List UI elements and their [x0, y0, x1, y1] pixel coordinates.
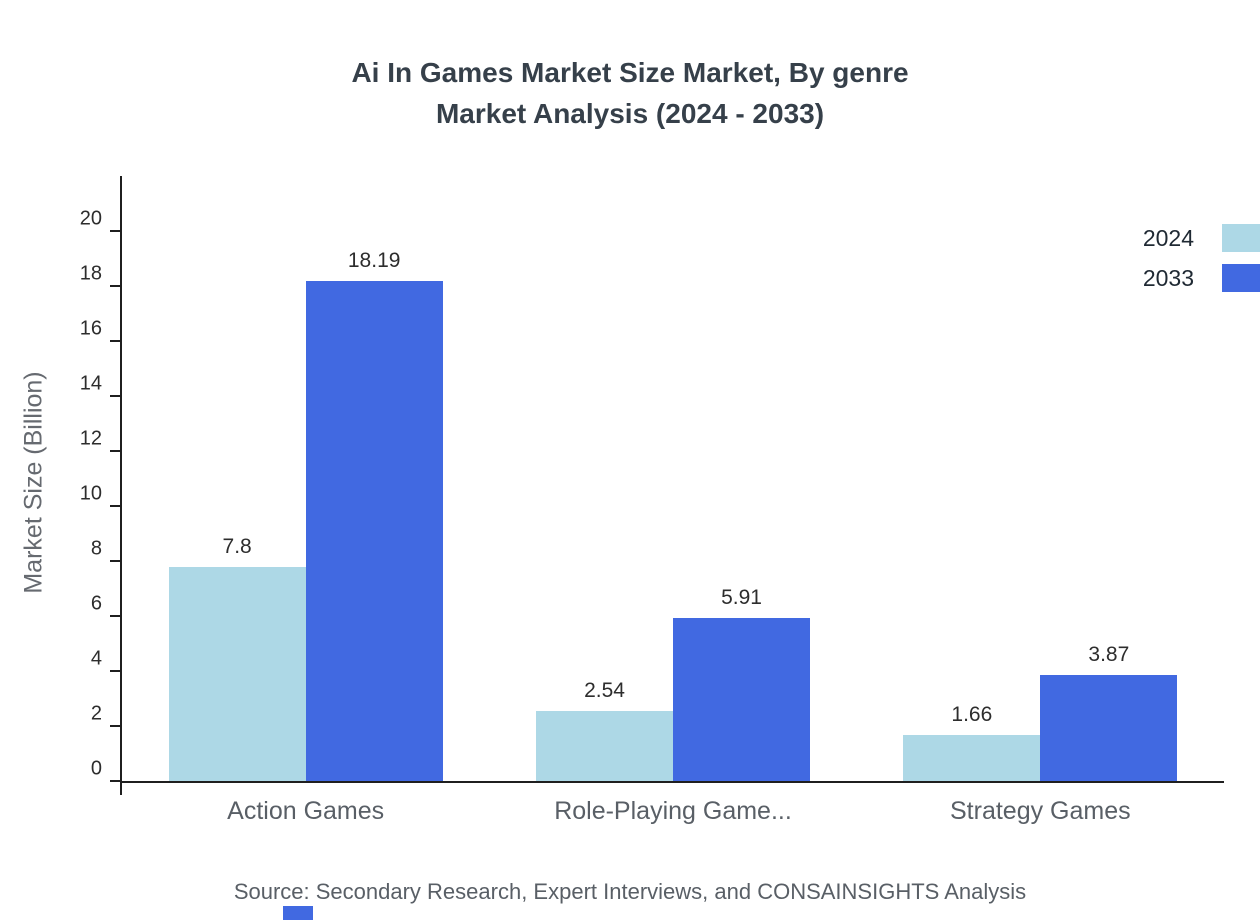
- bar-value-label: 2.54: [584, 679, 625, 703]
- y-tick-mark: [110, 780, 120, 782]
- y-tick-mark: [110, 340, 120, 342]
- bar-2024-action-games: [168, 566, 306, 781]
- bar-2033-strategy-games: [1040, 674, 1178, 781]
- bar-value-label: 5.91: [721, 586, 762, 610]
- category-label: Role-Playing Game...: [554, 797, 792, 825]
- y-tick-mark: [110, 230, 120, 232]
- y-tick-mark: [110, 285, 120, 287]
- chart-title-line1: Ai In Games Market Size Market, By genre: [351, 57, 909, 88]
- x-axis-origin-tick: [120, 781, 122, 795]
- y-tick-label: 16: [79, 317, 102, 340]
- y-tick-label: 18: [79, 262, 102, 285]
- y-tick-mark: [110, 560, 120, 562]
- y-tick-label: 10: [79, 482, 102, 505]
- legend-label: 2024: [1142, 224, 1194, 251]
- y-tick-label: 2: [90, 702, 102, 725]
- y-tick-label: 0: [90, 757, 102, 780]
- legend-swatch: [1222, 264, 1260, 292]
- legend-item-2024: 2024: [1143, 223, 1260, 253]
- y-tick-label: 6: [90, 592, 102, 615]
- y-tick-label: 20: [79, 207, 102, 230]
- bar-2024-role-playing-game-: [536, 711, 673, 781]
- bar-2024-strategy-games: [903, 735, 1041, 781]
- y-tick-mark: [110, 670, 120, 672]
- legend-swatch: [1222, 224, 1260, 252]
- bar-value-label: 18.19: [347, 248, 401, 272]
- y-tick-mark: [110, 615, 120, 617]
- y-tick-mark: [110, 450, 120, 452]
- bar-2033-action-games: [305, 280, 443, 781]
- category-label: Action Games: [227, 797, 385, 825]
- chart-title: Ai In Games Market Size Market, By genre…: [0, 52, 1260, 134]
- bar-value-label: 3.87: [1088, 642, 1130, 666]
- source-line: Source: Secondary Research, Expert Inter…: [233, 879, 1027, 904]
- bar-value-label: 1.66: [951, 703, 993, 727]
- y-tick-mark: [110, 395, 120, 397]
- y-tick-label: 8: [90, 537, 102, 560]
- bar-2033-role-playing-game-: [673, 618, 810, 781]
- bar-value-label: 7.8: [222, 534, 252, 558]
- y-tick-label: 4: [90, 647, 102, 670]
- chart-title-line2: Market Analysis (2024 - 2033): [435, 98, 825, 129]
- watermark-block: [283, 906, 313, 920]
- legend-label: 2033: [1142, 264, 1194, 291]
- category-label: Strategy Games: [950, 797, 1131, 825]
- plot-area: 0 2 4 6 8 10 12 14 16 18 20 7.8 18.19 Action Games 2.5…: [80, 176, 1224, 825]
- y-tick-label: 12: [79, 427, 102, 450]
- y-tick-mark: [110, 725, 120, 727]
- y-tick-label: 14: [79, 372, 102, 395]
- legend-item-2033: 2033: [1143, 263, 1260, 293]
- y-tick-mark: [110, 505, 120, 507]
